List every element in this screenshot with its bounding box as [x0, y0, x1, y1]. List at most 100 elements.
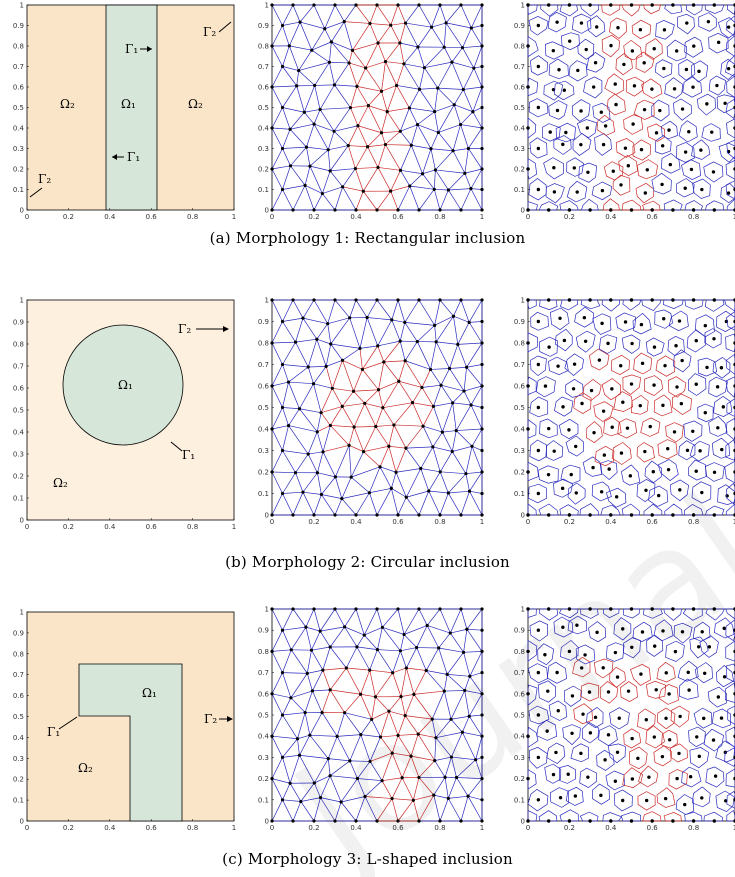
y-tick-label: 0	[521, 207, 525, 215]
y-tick-label: 0.3	[258, 754, 269, 762]
voronoi-cell	[682, 76, 702, 98]
mesh-node	[710, 130, 714, 134]
mesh-node	[579, 751, 583, 756]
mesh-edge	[430, 148, 454, 152]
mesh-edge	[391, 299, 399, 320]
label-gamma2-bottom: Γ₂	[38, 172, 51, 186]
mesh-node	[536, 64, 541, 69]
mesh-edge	[327, 131, 335, 150]
mesh-edge	[421, 369, 431, 388]
mesh-node	[375, 819, 379, 823]
mesh-edge	[421, 384, 442, 388]
voronoi-cell	[645, 337, 665, 357]
mesh-edge	[430, 341, 437, 370]
mesh-edge	[382, 626, 405, 635]
mesh-node	[335, 734, 339, 738]
mesh-edge	[282, 450, 296, 473]
mesh-edge	[416, 625, 428, 648]
mesh-node	[412, 692, 416, 696]
mesh-node	[591, 85, 596, 89]
mesh-node	[614, 102, 618, 107]
voronoi-cell	[615, 312, 637, 332]
mesh-node	[291, 3, 295, 7]
mesh-edge	[465, 446, 473, 474]
panel-c-triangle-mesh: 00.10.20.30.40.50.60.70.80.91 0 0.2 0.4 0.6…	[258, 606, 484, 833]
mesh-node	[688, 774, 693, 779]
mesh-edge	[433, 169, 436, 190]
mesh-edge	[377, 319, 393, 347]
mesh-edge	[401, 756, 412, 778]
mesh-edge	[472, 86, 483, 112]
mesh-edge	[321, 494, 342, 499]
mesh-edge	[468, 127, 483, 149]
mesh-edge	[349, 734, 362, 762]
mesh-node	[536, 448, 541, 453]
voronoi-cell	[689, 440, 710, 462]
caption-morphology-3: (c) Morphology 3: L-shaped inclusion	[222, 850, 513, 868]
mesh-node	[301, 490, 305, 494]
voronoi-cell	[576, 119, 597, 139]
mesh-node	[555, 20, 559, 24]
mesh-node	[432, 187, 436, 191]
mesh-node	[417, 775, 421, 780]
voronoi-cell	[657, 439, 678, 460]
mesh-edge	[438, 124, 461, 133]
mesh-edge	[452, 402, 472, 406]
voronoi-cell	[687, 459, 707, 481]
mesh-edge	[433, 794, 449, 799]
voronoi-cell	[672, 393, 692, 416]
mesh-edge	[353, 426, 364, 452]
mesh-edge	[422, 425, 443, 433]
mesh-node	[621, 400, 625, 404]
mesh-edge	[330, 425, 350, 446]
voronoi-cell	[579, 767, 598, 789]
mesh-edge	[302, 317, 328, 325]
voronoi-cell	[690, 60, 709, 83]
mesh-node	[328, 688, 332, 692]
mesh-edge	[453, 315, 470, 323]
mesh-node	[326, 148, 330, 152]
mesh-edge	[453, 299, 462, 317]
voronoi-cell	[716, 665, 734, 688]
voronoi-cell	[692, 178, 711, 199]
mesh-edge	[312, 690, 323, 713]
mesh-edge	[328, 758, 350, 762]
mesh-edge	[282, 107, 305, 113]
mesh-node	[702, 716, 706, 721]
y-tick-label: 0.9	[258, 318, 269, 326]
mesh-edge	[311, 630, 321, 651]
mesh-node	[622, 62, 626, 67]
mesh-edge	[435, 341, 450, 369]
x-tick-label: 0.8	[434, 824, 445, 832]
voronoi-cell	[656, 661, 676, 683]
mesh-edge	[307, 669, 323, 674]
mesh-node	[720, 447, 724, 452]
mesh-edge	[271, 168, 283, 190]
mesh-node	[588, 208, 592, 212]
mesh-edge	[376, 608, 383, 628]
voronoi-cell	[645, 725, 665, 749]
mesh-node	[471, 110, 475, 114]
mesh-node	[470, 444, 474, 448]
mesh-edge	[470, 188, 483, 190]
mesh-node	[723, 101, 727, 105]
mesh-node	[344, 666, 348, 670]
mesh-edge	[418, 794, 435, 822]
voronoi-cell	[636, 478, 656, 503]
mesh-edge	[409, 107, 435, 112]
mesh-edge	[436, 341, 458, 345]
mesh-edge	[288, 45, 300, 71]
mesh-node	[340, 358, 345, 362]
mesh-edge	[313, 123, 329, 150]
voronoi-cell	[580, 299, 601, 310]
mesh-node	[469, 403, 473, 407]
mesh-node	[536, 319, 541, 324]
mesh-edge	[355, 4, 371, 24]
voronoi-cell	[570, 743, 589, 763]
y-tick-label: 0.2	[514, 166, 525, 174]
mesh-edge	[469, 471, 483, 492]
mesh-node	[613, 650, 618, 655]
mesh-node	[318, 107, 322, 112]
mesh-node	[318, 796, 323, 800]
